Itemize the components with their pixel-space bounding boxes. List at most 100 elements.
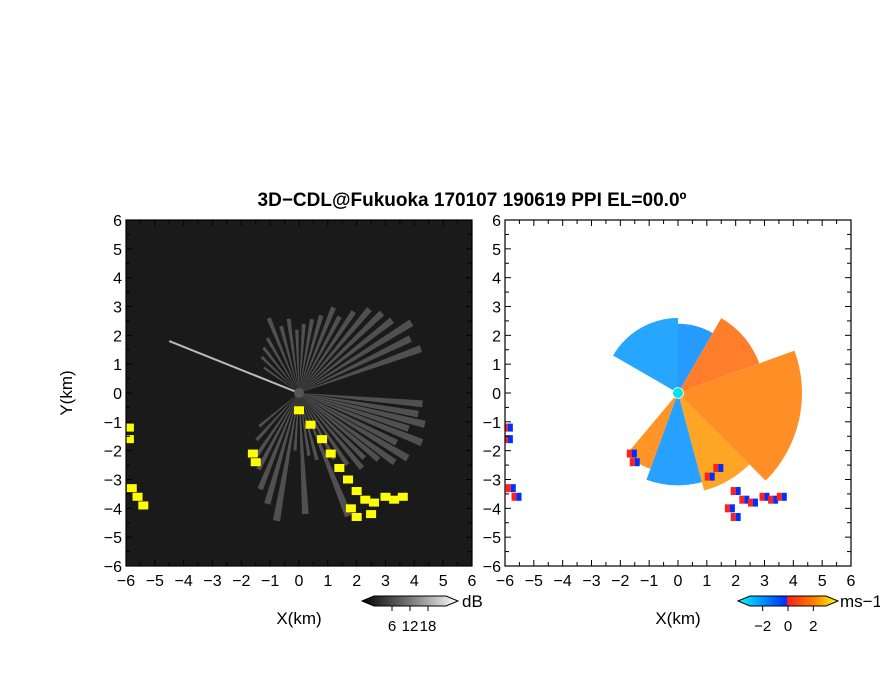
y-tick-label: 2 <box>113 328 122 345</box>
x-tick-label: −5 <box>525 573 543 590</box>
snr-ray <box>265 337 299 393</box>
y-tick-label: 5 <box>492 242 501 259</box>
snr-y-axis-label: Y(km) <box>57 370 76 415</box>
x-tick-label: 6 <box>847 573 856 590</box>
snr-hard-target <box>126 484 137 493</box>
velocity-hard-target <box>729 504 735 513</box>
x-tick-label: −6 <box>496 573 514 590</box>
velocity-hard-target <box>718 463 724 472</box>
snr-ray <box>299 393 410 432</box>
velocity-sectors <box>613 318 802 491</box>
velocity-hard-target <box>724 504 730 513</box>
velocity-axis-ticks: −6 6 −5 5 −4 4 −3 3 −2 2 −1 1 0 0 1 −1 2 −2 3 −3 4 −4 5 −5 6 −6 <box>483 213 856 590</box>
x-tick-label: 2 <box>352 573 361 590</box>
lidar-site-snr <box>294 388 304 398</box>
snr-hard-target <box>334 463 345 472</box>
y-tick-label: −3 <box>483 473 501 490</box>
y-tick-label: 6 <box>492 213 501 230</box>
snr-ray <box>299 393 309 515</box>
velocity-hard-target <box>516 492 522 501</box>
snr-ray <box>264 393 299 505</box>
snr-hard-target <box>325 449 336 458</box>
y-tick-label: −2 <box>104 444 122 461</box>
velocity-hard-target <box>626 449 632 458</box>
y-tick-label: −3 <box>104 473 122 490</box>
x-tick-label: −6 <box>117 573 135 590</box>
snr-ray <box>257 393 299 491</box>
velocity-sector <box>680 318 760 392</box>
y-tick-label: −1 <box>483 415 501 432</box>
snr-colorbar-ticks: 6 12 18 <box>388 606 436 635</box>
velocity-hard-target <box>730 487 736 496</box>
snr-colorbar-unit: dB <box>462 592 483 611</box>
snr-ray <box>255 393 299 442</box>
velocity-hard-target <box>510 484 516 493</box>
snr-x-axis-label: X(km) <box>276 609 321 628</box>
snr-ray <box>299 393 367 461</box>
snr-ray <box>299 393 381 462</box>
velocity-colorbar-unit: ms−1 <box>840 592 880 611</box>
snr-hard-target <box>132 492 143 501</box>
velocity-hard-target <box>511 492 517 501</box>
y-tick-label: −1 <box>104 415 122 432</box>
x-tick-label: −4 <box>175 573 193 590</box>
snr-colorbar-bar <box>360 595 460 607</box>
x-tick-label: 4 <box>410 573 419 590</box>
velocity-x-axis-label: X(km) <box>655 609 700 628</box>
x-tick-label: −2 <box>611 573 629 590</box>
snr-hard-target <box>368 498 379 507</box>
velocity-panel: −6 6 −5 5 −4 4 −3 3 −2 2 −1 1 0 0 1 −1 2 −2 3 −3 4 −4 5 −5 6 −6 X… <box>483 213 856 628</box>
snr-ray <box>299 319 414 393</box>
x-tick-label: −2 <box>232 573 250 590</box>
snr-ray <box>272 393 299 522</box>
snr-hard-target <box>317 435 328 444</box>
x-tick-label: −1 <box>261 573 279 590</box>
velocity-hard-target <box>752 498 758 507</box>
snr-hard-target <box>351 512 362 521</box>
velocity-hard-target <box>709 472 715 481</box>
velocity-hard-target <box>735 512 741 521</box>
y-tick-label: 6 <box>113 213 122 230</box>
snr-hard-target <box>389 495 400 504</box>
snr-ray <box>263 366 299 393</box>
velocity-hard-target <box>629 458 635 467</box>
y-tick-label: 3 <box>113 300 122 317</box>
x-tick-label: 0 <box>674 573 683 590</box>
velocity-sector <box>613 318 678 391</box>
chart-title: 3D−CDL@Fukuoka 170107 190619 PPI EL=00.0… <box>258 190 687 211</box>
colorbar-tick-label: 12 <box>402 618 419 635</box>
velocity-hard-target <box>776 492 782 501</box>
x-tick-label: 1 <box>702 573 711 590</box>
velocity-hard-target <box>507 423 513 432</box>
snr-ray <box>299 315 342 393</box>
velocity-sector <box>682 350 802 481</box>
y-tick-label: 4 <box>492 271 501 288</box>
colorbar-tick-label: 2 <box>809 618 817 635</box>
y-tick-label: −6 <box>483 559 501 576</box>
velocity-hard-target <box>759 492 765 501</box>
snr-ray <box>299 393 419 418</box>
velocity-sector <box>626 397 677 469</box>
y-tick-label: 2 <box>492 328 501 345</box>
velocity-hard-target <box>747 498 753 507</box>
velocity-colorbar-ticks: −2 0 2 <box>754 606 818 635</box>
snr-ray <box>299 314 324 393</box>
x-tick-label: −3 <box>203 573 221 590</box>
snr-hard-target <box>126 423 134 432</box>
snr-ray <box>299 393 426 428</box>
velocity-hard-target <box>730 512 736 521</box>
snr-ray <box>262 346 299 393</box>
snr-ray <box>299 306 336 393</box>
x-tick-label: 5 <box>439 573 448 590</box>
colorbar-tick-label: 0 <box>784 618 792 635</box>
x-tick-label: 6 <box>468 573 477 590</box>
velocity-sector <box>678 323 713 389</box>
snr-ray <box>299 393 337 461</box>
snr-ray <box>295 329 299 393</box>
snr-ray <box>299 393 398 446</box>
velocity-hard-target <box>735 487 741 496</box>
snr-ray <box>279 325 299 393</box>
snr-axis-ticks: −6 6 −5 5 −4 4 −3 3 −2 2 −1 1 0 0 1 −1 2 −2 3 −3 4 −4 5 −5 6 −6 <box>104 213 477 590</box>
snr-ray <box>299 318 315 393</box>
x-tick-label: 1 <box>323 573 332 590</box>
